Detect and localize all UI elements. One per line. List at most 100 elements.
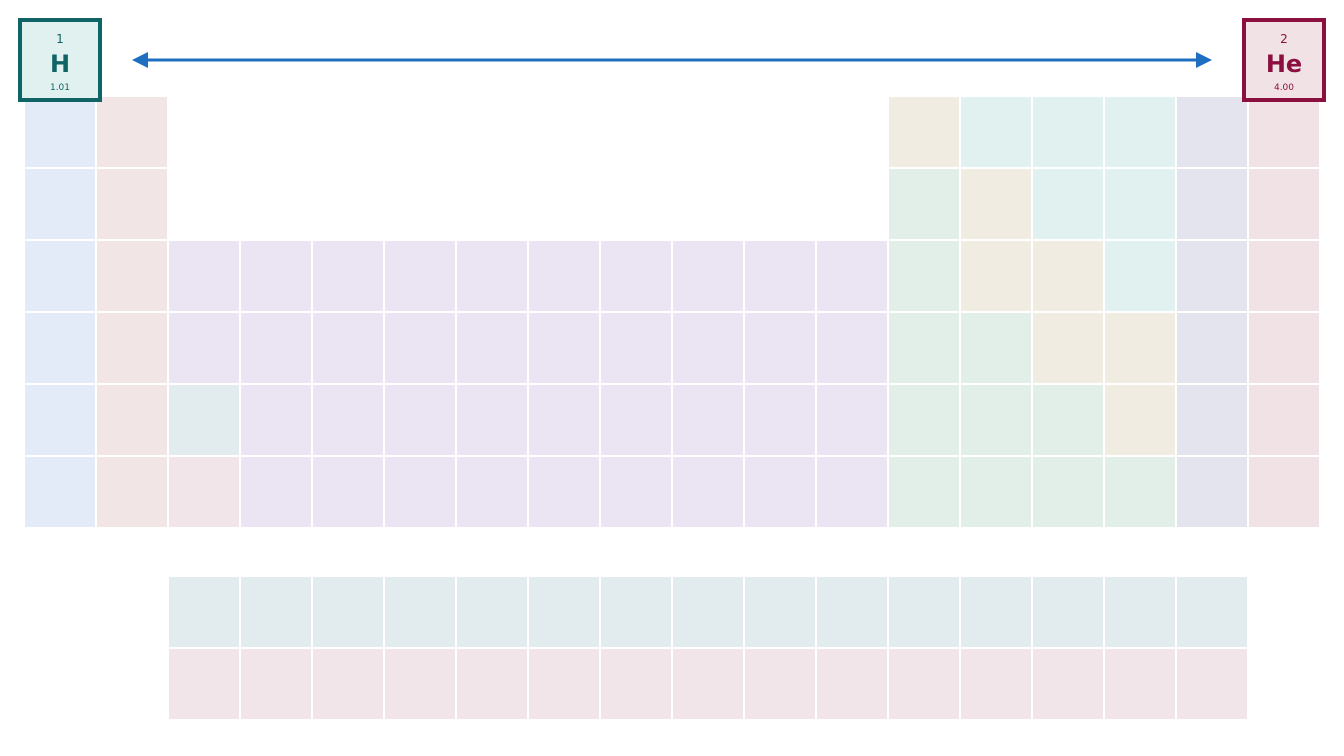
actinoid-series-cell-5[interactable]: [457, 649, 527, 719]
element-cell-p5-g13[interactable]: [889, 313, 959, 383]
element-cell-p5-g6[interactable]: [385, 313, 455, 383]
element-cell-p4-g15[interactable]: [1033, 241, 1103, 311]
element-cell-p5-g16[interactable]: [1105, 313, 1175, 383]
element-cell-p7-g9[interactable]: [601, 457, 671, 527]
element-cell-p4-g10[interactable]: [673, 241, 743, 311]
element-cell-p5-g1[interactable]: [25, 313, 95, 383]
element-cell-p3-g14[interactable]: [961, 169, 1031, 239]
element-cell-p7-g3[interactable]: [169, 457, 239, 527]
lanthanoid-series-cell-6[interactable]: [529, 577, 599, 647]
lanthanoid-series-cell-9[interactable]: [745, 577, 815, 647]
element-cell-p4-g4[interactable]: [241, 241, 311, 311]
element-cell-p4-g14[interactable]: [961, 241, 1031, 311]
element-cell-p5-g17[interactable]: [1177, 313, 1247, 383]
element-cell-p5-g15[interactable]: [1033, 313, 1103, 383]
element-cell-p4-g11[interactable]: [745, 241, 815, 311]
element-cell-p6-g13[interactable]: [889, 385, 959, 455]
element-cell-p7-g4[interactable]: [241, 457, 311, 527]
lanthanoid-series-cell-13[interactable]: [1033, 577, 1103, 647]
lanthanoid-series-cell-11[interactable]: [889, 577, 959, 647]
element-cell-p7-g6[interactable]: [385, 457, 455, 527]
element-cell-p5-g7[interactable]: [457, 313, 527, 383]
lanthanoid-series-cell-8[interactable]: [673, 577, 743, 647]
element-cell-p7-g18[interactable]: [1249, 457, 1319, 527]
lanthanoid-series-cell-10[interactable]: [817, 577, 887, 647]
element-cell-p6-g16[interactable]: [1105, 385, 1175, 455]
lanthanoid-series-cell-14[interactable]: [1105, 577, 1175, 647]
lanthanoid-series-cell-4[interactable]: [385, 577, 455, 647]
element-cell-p5-g10[interactable]: [673, 313, 743, 383]
lanthanoid-series-cell-1[interactable]: [169, 577, 239, 647]
element-cell-p6-g9[interactable]: [601, 385, 671, 455]
element-cell-p5-g3[interactable]: [169, 313, 239, 383]
actinoid-series-cell-7[interactable]: [601, 649, 671, 719]
actinoid-series-cell-2[interactable]: [241, 649, 311, 719]
lanthanoid-series-cell-2[interactable]: [241, 577, 311, 647]
actinoid-series-cell-10[interactable]: [817, 649, 887, 719]
element-cell-p6-g17[interactable]: [1177, 385, 1247, 455]
element-cell-p5-g4[interactable]: [241, 313, 311, 383]
lanthanoid-series-cell-12[interactable]: [961, 577, 1031, 647]
actinoid-series-cell-11[interactable]: [889, 649, 959, 719]
element-cell-p4-g12[interactable]: [817, 241, 887, 311]
element-cell-p6-g6[interactable]: [385, 385, 455, 455]
element-cell-p5-g9[interactable]: [601, 313, 671, 383]
element-cell-p4-g8[interactable]: [529, 241, 599, 311]
actinoid-series-cell-12[interactable]: [961, 649, 1031, 719]
element-cell-p5-g11[interactable]: [745, 313, 815, 383]
actinoid-series-cell-8[interactable]: [673, 649, 743, 719]
lanthanoid-series-cell-15[interactable]: [1177, 577, 1247, 647]
element-cell-p6-g1[interactable]: [25, 385, 95, 455]
element-cell-p5-g5[interactable]: [313, 313, 383, 383]
element-cell-p6-g18[interactable]: [1249, 385, 1319, 455]
element-cell-p4-g17[interactable]: [1177, 241, 1247, 311]
element-cell-p7-g7[interactable]: [457, 457, 527, 527]
element-cell-p3-g1[interactable]: [25, 169, 95, 239]
actinoid-series-cell-15[interactable]: [1177, 649, 1247, 719]
element-cell-p7-g16[interactable]: [1105, 457, 1175, 527]
element-cell-p6-g12[interactable]: [817, 385, 887, 455]
actinoid-series-cell-13[interactable]: [1033, 649, 1103, 719]
element-cell-p6-g2[interactable]: [97, 385, 167, 455]
element-cell-p6-g3[interactable]: [169, 385, 239, 455]
element-cell-p7-g17[interactable]: [1177, 457, 1247, 527]
element-cell-p7-g12[interactable]: [817, 457, 887, 527]
element-cell-p3-g18[interactable]: [1249, 169, 1319, 239]
element-cell-p6-g11[interactable]: [745, 385, 815, 455]
element-cell-p3-g15[interactable]: [1033, 169, 1103, 239]
element-cell-p6-g14[interactable]: [961, 385, 1031, 455]
element-cell-p6-g5[interactable]: [313, 385, 383, 455]
actinoid-series-cell-6[interactable]: [529, 649, 599, 719]
element-cell-p7-g13[interactable]: [889, 457, 959, 527]
element-cell-p6-g10[interactable]: [673, 385, 743, 455]
actinoid-series-cell-14[interactable]: [1105, 649, 1175, 719]
element-cell-p4-g3[interactable]: [169, 241, 239, 311]
element-cell-p6-g8[interactable]: [529, 385, 599, 455]
element-cell-p5-g2[interactable]: [97, 313, 167, 383]
element-cell-p7-g5[interactable]: [313, 457, 383, 527]
element-cell-p7-g2[interactable]: [97, 457, 167, 527]
actinoid-series-cell-1[interactable]: [169, 649, 239, 719]
element-cell-p3-g2[interactable]: [97, 169, 167, 239]
element-cell-p5-g14[interactable]: [961, 313, 1031, 383]
actinoid-series-cell-3[interactable]: [313, 649, 383, 719]
actinoid-series-cell-9[interactable]: [745, 649, 815, 719]
element-cell-p6-g4[interactable]: [241, 385, 311, 455]
element-cell-p5-g12[interactable]: [817, 313, 887, 383]
element-cell-p4-g6[interactable]: [385, 241, 455, 311]
element-cell-p7-g11[interactable]: [745, 457, 815, 527]
lanthanoid-series-cell-3[interactable]: [313, 577, 383, 647]
element-cell-p3-g13[interactable]: [889, 169, 959, 239]
element-cell-p5-g18[interactable]: [1249, 313, 1319, 383]
element-cell-p7-g14[interactable]: [961, 457, 1031, 527]
element-cell-p4-g7[interactable]: [457, 241, 527, 311]
lanthanoid-series-cell-5[interactable]: [457, 577, 527, 647]
element-cell-p4-g2[interactable]: [97, 241, 167, 311]
element-cell-p7-g8[interactable]: [529, 457, 599, 527]
element-cell-p7-g10[interactable]: [673, 457, 743, 527]
element-cell-p4-g13[interactable]: [889, 241, 959, 311]
element-cell-p4-g5[interactable]: [313, 241, 383, 311]
lanthanoid-series-cell-7[interactable]: [601, 577, 671, 647]
element-cell-p3-g16[interactable]: [1105, 169, 1175, 239]
element-cell-p4-g16[interactable]: [1105, 241, 1175, 311]
